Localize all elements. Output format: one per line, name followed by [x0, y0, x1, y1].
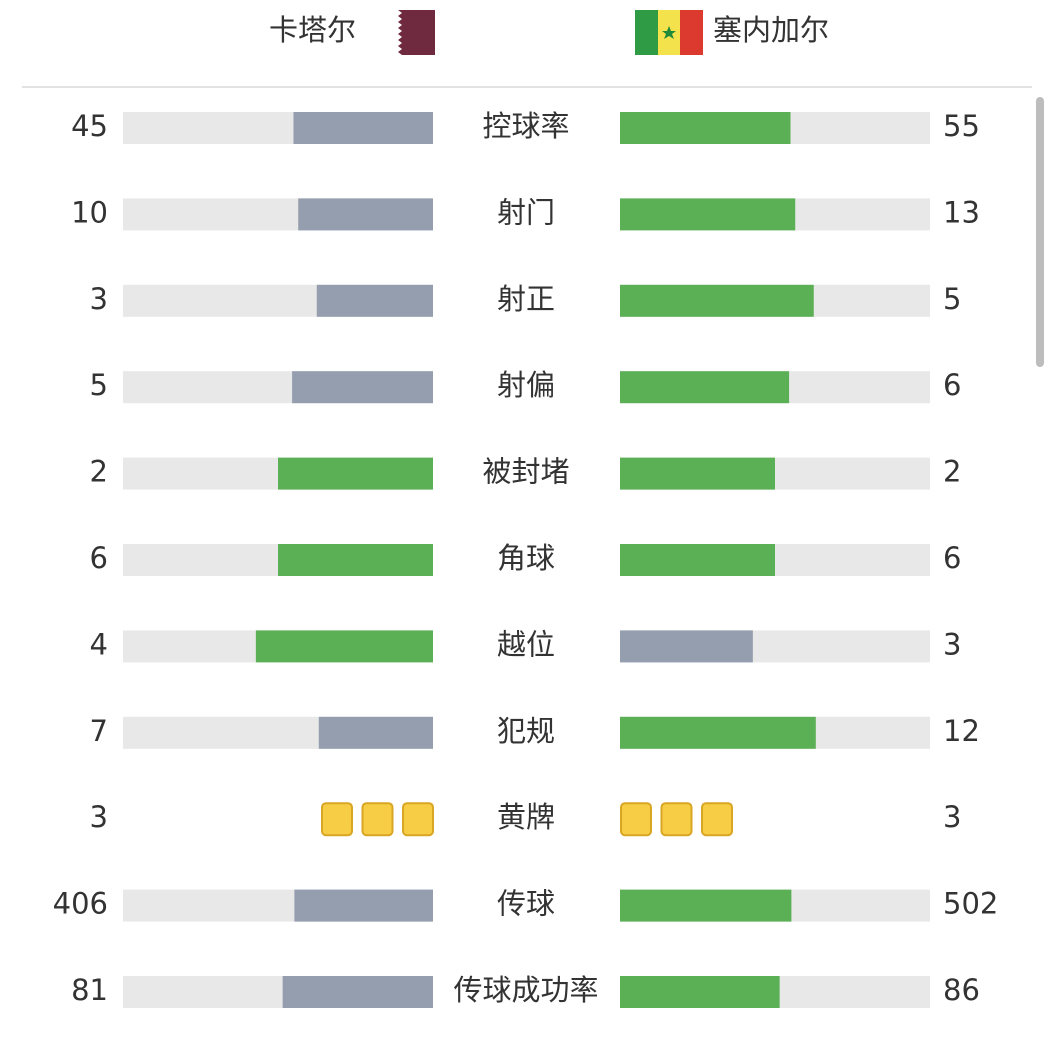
stat-label: 黄牌: [497, 800, 555, 834]
away-value: 6: [943, 541, 961, 575]
stat-label: 传球: [497, 887, 555, 921]
away-value: 502: [943, 887, 998, 921]
away-flag: [635, 10, 703, 55]
stat-label: 被封堵: [482, 455, 569, 489]
away-bar: [620, 112, 791, 144]
stat-label: 越位: [497, 627, 555, 661]
home-bar: [282, 976, 433, 1008]
away-bar: [620, 198, 796, 231]
home-value: 6: [90, 541, 108, 575]
home-value: 5: [90, 368, 108, 402]
home-team-name: 卡塔尔: [269, 13, 356, 47]
home-bar: [293, 112, 433, 144]
home-value: 3: [90, 282, 108, 316]
away-bar: [620, 284, 814, 317]
away-value: 55: [943, 109, 980, 143]
away-value: 3: [943, 627, 961, 661]
away-team-name: 塞内加尔: [713, 13, 829, 47]
away-value: 5: [943, 282, 961, 316]
stat-label: 传球成功率: [453, 973, 598, 1007]
away-value: 13: [943, 195, 980, 229]
scrollbar[interactable]: [1036, 97, 1044, 367]
away-value: 86: [943, 973, 980, 1007]
stat-label: 控球率: [482, 109, 569, 143]
home-bar: [278, 544, 433, 576]
yellow-card: [660, 802, 693, 837]
stat-label: 犯规: [497, 714, 555, 748]
home-bar: [294, 889, 433, 922]
home-bar: [316, 284, 433, 317]
away-bar: [620, 457, 775, 490]
home-bar: [292, 371, 433, 404]
home-flag: [390, 10, 435, 55]
away-bar: [620, 716, 816, 749]
home-value: 406: [53, 887, 108, 921]
home-value: 81: [71, 973, 108, 1007]
away-bar: [620, 889, 792, 922]
away-value: 12: [943, 714, 980, 748]
home-value: 45: [71, 109, 108, 143]
home-value: 7: [90, 714, 108, 748]
yellow-card: [620, 802, 652, 837]
yellow-card: [701, 802, 733, 837]
yellow-card: [321, 802, 353, 837]
away-bar: [620, 544, 775, 576]
home-value: 10: [71, 195, 108, 229]
stat-label: 角球: [497, 541, 555, 575]
stat-label: 射偏: [497, 368, 555, 402]
stat-label: 射门: [497, 195, 555, 229]
yellow-card: [361, 802, 394, 837]
home-value: 3: [90, 800, 108, 834]
away-value: 2: [943, 455, 961, 489]
away-bar: [620, 371, 790, 404]
home-value: 4: [90, 627, 108, 661]
away-bar: [620, 630, 753, 663]
home-value: 2: [90, 455, 108, 489]
yellow-card: [402, 802, 434, 837]
home-bar: [278, 457, 433, 490]
away-value: 3: [943, 800, 961, 834]
away-bar: [620, 976, 780, 1008]
away-value: 6: [943, 368, 961, 402]
stat-label: 射正: [497, 282, 555, 316]
home-bar: [255, 630, 433, 663]
home-bar: [298, 198, 433, 231]
home-bar: [318, 716, 433, 749]
